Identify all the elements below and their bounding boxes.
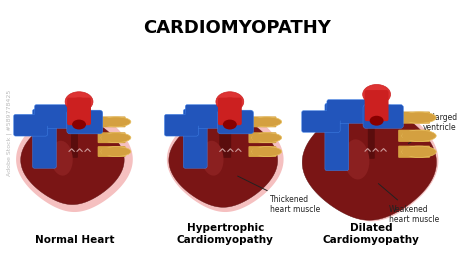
- FancyBboxPatch shape: [248, 117, 276, 127]
- FancyBboxPatch shape: [363, 105, 403, 128]
- Ellipse shape: [221, 97, 239, 111]
- Ellipse shape: [223, 120, 237, 130]
- FancyBboxPatch shape: [365, 90, 389, 121]
- FancyBboxPatch shape: [98, 132, 126, 143]
- FancyBboxPatch shape: [14, 114, 47, 136]
- Circle shape: [327, 102, 347, 121]
- FancyBboxPatch shape: [185, 105, 227, 128]
- Ellipse shape: [72, 120, 86, 130]
- Text: Normal Heart: Normal Heart: [35, 235, 114, 245]
- FancyBboxPatch shape: [183, 109, 207, 168]
- Text: CARDIOMYOPATHY: CARDIOMYOPATHY: [143, 19, 331, 37]
- Ellipse shape: [402, 146, 436, 157]
- FancyBboxPatch shape: [248, 146, 276, 157]
- FancyBboxPatch shape: [327, 99, 374, 123]
- Ellipse shape: [252, 133, 262, 142]
- Text: Enlarged
ventricle: Enlarged ventricle: [409, 113, 457, 144]
- Ellipse shape: [70, 97, 88, 111]
- Circle shape: [185, 107, 205, 126]
- FancyBboxPatch shape: [218, 98, 242, 125]
- Ellipse shape: [368, 90, 385, 105]
- Ellipse shape: [101, 133, 111, 142]
- FancyBboxPatch shape: [164, 114, 199, 136]
- FancyBboxPatch shape: [71, 112, 78, 158]
- Ellipse shape: [402, 112, 436, 123]
- Ellipse shape: [101, 147, 111, 156]
- FancyBboxPatch shape: [35, 105, 76, 128]
- Polygon shape: [167, 107, 283, 212]
- Polygon shape: [16, 107, 133, 212]
- Ellipse shape: [402, 131, 413, 141]
- Polygon shape: [169, 114, 278, 207]
- FancyBboxPatch shape: [98, 146, 126, 157]
- FancyBboxPatch shape: [218, 110, 254, 134]
- Polygon shape: [21, 115, 124, 205]
- Ellipse shape: [101, 147, 131, 156]
- Text: Adobe Stock | #589778425: Adobe Stock | #589778425: [7, 90, 12, 176]
- Text: Thickened
heart muscle: Thickened heart muscle: [237, 176, 320, 214]
- FancyBboxPatch shape: [325, 103, 349, 171]
- FancyBboxPatch shape: [219, 112, 231, 158]
- Text: Hypertrophic
Cardiomyopathy: Hypertrophic Cardiomyopathy: [177, 223, 273, 245]
- Polygon shape: [302, 105, 437, 220]
- FancyBboxPatch shape: [398, 146, 430, 158]
- Ellipse shape: [201, 141, 224, 176]
- FancyBboxPatch shape: [33, 109, 56, 168]
- FancyBboxPatch shape: [67, 98, 91, 125]
- Ellipse shape: [252, 147, 282, 156]
- Ellipse shape: [101, 117, 131, 127]
- FancyBboxPatch shape: [301, 111, 340, 132]
- Circle shape: [35, 107, 55, 126]
- Ellipse shape: [101, 117, 111, 126]
- FancyBboxPatch shape: [67, 110, 103, 134]
- FancyBboxPatch shape: [368, 107, 375, 159]
- FancyBboxPatch shape: [398, 111, 430, 124]
- FancyBboxPatch shape: [398, 130, 430, 142]
- FancyBboxPatch shape: [98, 117, 126, 127]
- Ellipse shape: [65, 92, 93, 111]
- FancyBboxPatch shape: [248, 132, 276, 143]
- Text: Dilated
Cardiomyopathy: Dilated Cardiomyopathy: [323, 223, 420, 245]
- Ellipse shape: [51, 141, 73, 176]
- Ellipse shape: [252, 147, 262, 156]
- Ellipse shape: [252, 133, 282, 143]
- Ellipse shape: [402, 130, 436, 142]
- Ellipse shape: [402, 113, 413, 123]
- Ellipse shape: [370, 116, 383, 126]
- Ellipse shape: [216, 92, 244, 111]
- Ellipse shape: [101, 133, 131, 143]
- Ellipse shape: [252, 117, 282, 127]
- Ellipse shape: [363, 85, 391, 104]
- Ellipse shape: [402, 147, 413, 157]
- Ellipse shape: [252, 117, 262, 126]
- Polygon shape: [304, 100, 438, 221]
- Ellipse shape: [344, 139, 369, 180]
- Text: Weakened
heart muscle: Weakened heart muscle: [378, 184, 439, 224]
